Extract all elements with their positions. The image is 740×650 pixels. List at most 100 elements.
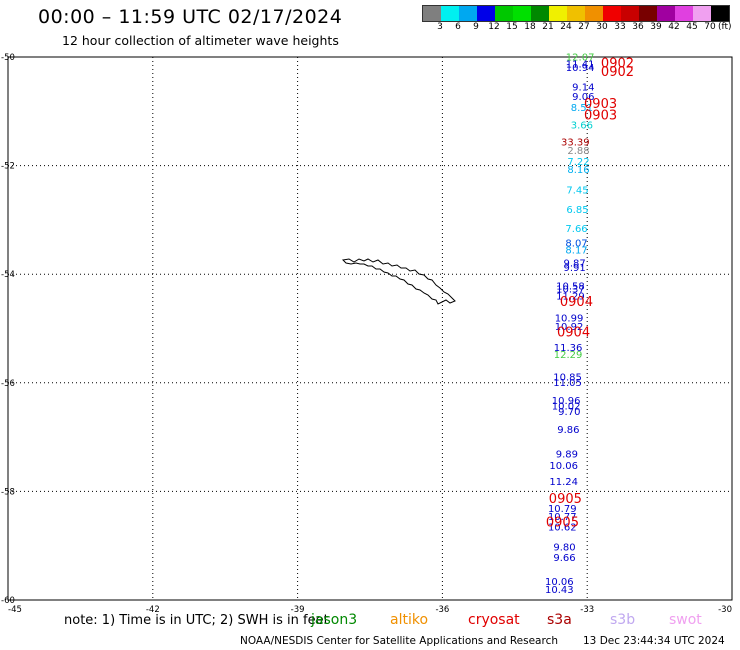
credit-text: NOAA/NESDIS Center for Satellite Applica…: [240, 635, 558, 647]
legend-tick-label: 18: [524, 22, 536, 32]
legend-swatch: [477, 6, 495, 21]
wave-height-value: 10.77: [548, 512, 577, 523]
wave-height-value: 33.39: [561, 138, 590, 149]
wave-height-value: 10.37: [556, 285, 585, 296]
satellite-label-s3a: s3a: [547, 612, 572, 628]
wave-height-value: 11.41: [566, 59, 595, 70]
wave-height-value: 9.91: [563, 263, 585, 274]
wave-height-value: 9.80: [553, 543, 575, 554]
wave-height-value: 9.14: [572, 83, 594, 94]
color-legend-bar: [422, 5, 730, 22]
wave-height-value: 10.06: [549, 461, 578, 472]
wave-height-value: 9.70: [558, 407, 580, 418]
wave-height-value: 9.66: [553, 553, 575, 564]
island-outline: [341, 258, 456, 305]
generation-timestamp: 13 Dec 23:44:34 UTC 2024: [583, 635, 725, 647]
pass-time-label: 0902: [601, 57, 634, 72]
wave-height-value: 7.66: [565, 224, 587, 235]
legend-swatch: [459, 6, 477, 21]
satellite-label-swot: swot: [669, 612, 702, 628]
legend-swatch: [423, 6, 441, 21]
wave-height-value: 10.58: [556, 281, 585, 292]
wave-height-value: 9.06: [572, 92, 594, 103]
latitude-tick-label: -56: [1, 379, 15, 389]
legend-swatch: [513, 6, 531, 21]
wave-height-value: 11.24: [549, 477, 578, 488]
map-axis-ticks: -45 -42 -39 -36 -33 -30 -50 -52 -54 -56 -58 -60: [1, 53, 732, 615]
legend-tick-label: 12: [488, 22, 500, 32]
pass-time-label: 0905: [546, 516, 579, 531]
wave-height-value: 10.02: [552, 401, 581, 412]
legend-swatch: [531, 6, 549, 21]
chart-title: 00:00 – 11:59 UTC 02/17/2024: [38, 6, 343, 28]
pass-time-label: 0903: [584, 108, 617, 123]
wave-height-value: 7.45: [566, 185, 588, 196]
latitude-tick-label: -58: [1, 487, 15, 497]
wave-height-value: 9.89: [556, 450, 578, 461]
longitude-tick-label: -39: [291, 605, 305, 615]
legend-tick-label: 45: [686, 22, 698, 32]
wave-height-value: 10.06: [545, 577, 574, 588]
legend-swatch: [711, 6, 729, 21]
legend-swatch: [675, 6, 693, 21]
legend-swatch: [621, 6, 639, 21]
wave-height-value: 8.16: [567, 165, 589, 176]
pass-time-label: 0904: [560, 295, 593, 310]
longitude-tick-label: -45: [8, 605, 22, 615]
legend-swatch: [657, 6, 675, 21]
legend-tick-label: 70: [704, 22, 716, 32]
wave-height-value: 10.92: [555, 322, 584, 333]
legend-swatch: [567, 6, 585, 21]
wave-height-value: 2.88: [567, 146, 589, 157]
legend-swatch: [639, 6, 657, 21]
satellite-label-altiko: altiko: [390, 612, 429, 628]
wave-height-value: 8.07: [565, 239, 587, 250]
wave-height-value: 10.79: [548, 504, 577, 515]
wave-height-value: 6.85: [566, 205, 588, 216]
color-legend-labels: 3 6 9 12 15 18 21 24 27 30 33 36 39 42 45 70: [422, 22, 728, 36]
wave-height-value: 10.99: [555, 313, 584, 324]
chart-subtitle: 12 hour collection of altimeter wave hei…: [62, 33, 339, 48]
wave-height-value: 10.96: [552, 396, 581, 407]
legend-tick-label: 27: [578, 22, 590, 32]
legend-swatch: [603, 6, 621, 21]
map-gridlines: [8, 57, 732, 600]
legend-tick-label: 30: [596, 22, 608, 32]
pass-time-label: 0905: [549, 492, 582, 507]
legend-swatch: [585, 6, 603, 21]
legend-unit-label: (ft): [718, 22, 732, 32]
satellite-label-jason3: jason3: [311, 612, 358, 628]
legend-tick-label: 6: [455, 22, 461, 32]
wave-height-value: 9.86: [557, 425, 579, 436]
latitude-tick-label: -50: [1, 53, 15, 63]
latitude-tick-label: -60: [1, 596, 15, 606]
wave-height-value: 7.22: [567, 157, 589, 168]
latitude-tick-label: -54: [1, 270, 15, 280]
legend-swatch: [441, 6, 459, 21]
wave-height-value: 10.94: [566, 63, 595, 74]
legend-tick-label: 39: [650, 22, 662, 32]
satellite-label-s3b: s3b: [610, 612, 636, 628]
legend-tick-label: 36: [632, 22, 644, 32]
longitude-tick-label: -36: [435, 605, 449, 615]
wave-height-value: 10.43: [545, 585, 574, 596]
legend-tick-label: 3: [437, 22, 443, 32]
legend-tick-label: 33: [614, 22, 626, 32]
legend-tick-label: 9: [473, 22, 479, 32]
wave-height-value: 8.51: [571, 103, 593, 114]
wave-height-value: 11.05: [553, 378, 582, 389]
satellite-label-cryosat: cryosat: [468, 612, 520, 628]
pass-time-label: 0902: [601, 65, 634, 80]
wave-height-value: 10.62: [548, 522, 577, 533]
legend-tick-label: 24: [560, 22, 572, 32]
legend-tick-label: 21: [542, 22, 554, 32]
map-frame: [7, 56, 733, 601]
longitude-tick-label: -33: [580, 605, 594, 615]
legend-swatch: [693, 6, 711, 21]
wave-height-value: 11.36: [554, 343, 583, 354]
wave-height-value: 12.29: [554, 350, 583, 361]
wave-height-value: 12.07: [566, 52, 595, 63]
legend-tick-label: 15: [506, 22, 518, 32]
